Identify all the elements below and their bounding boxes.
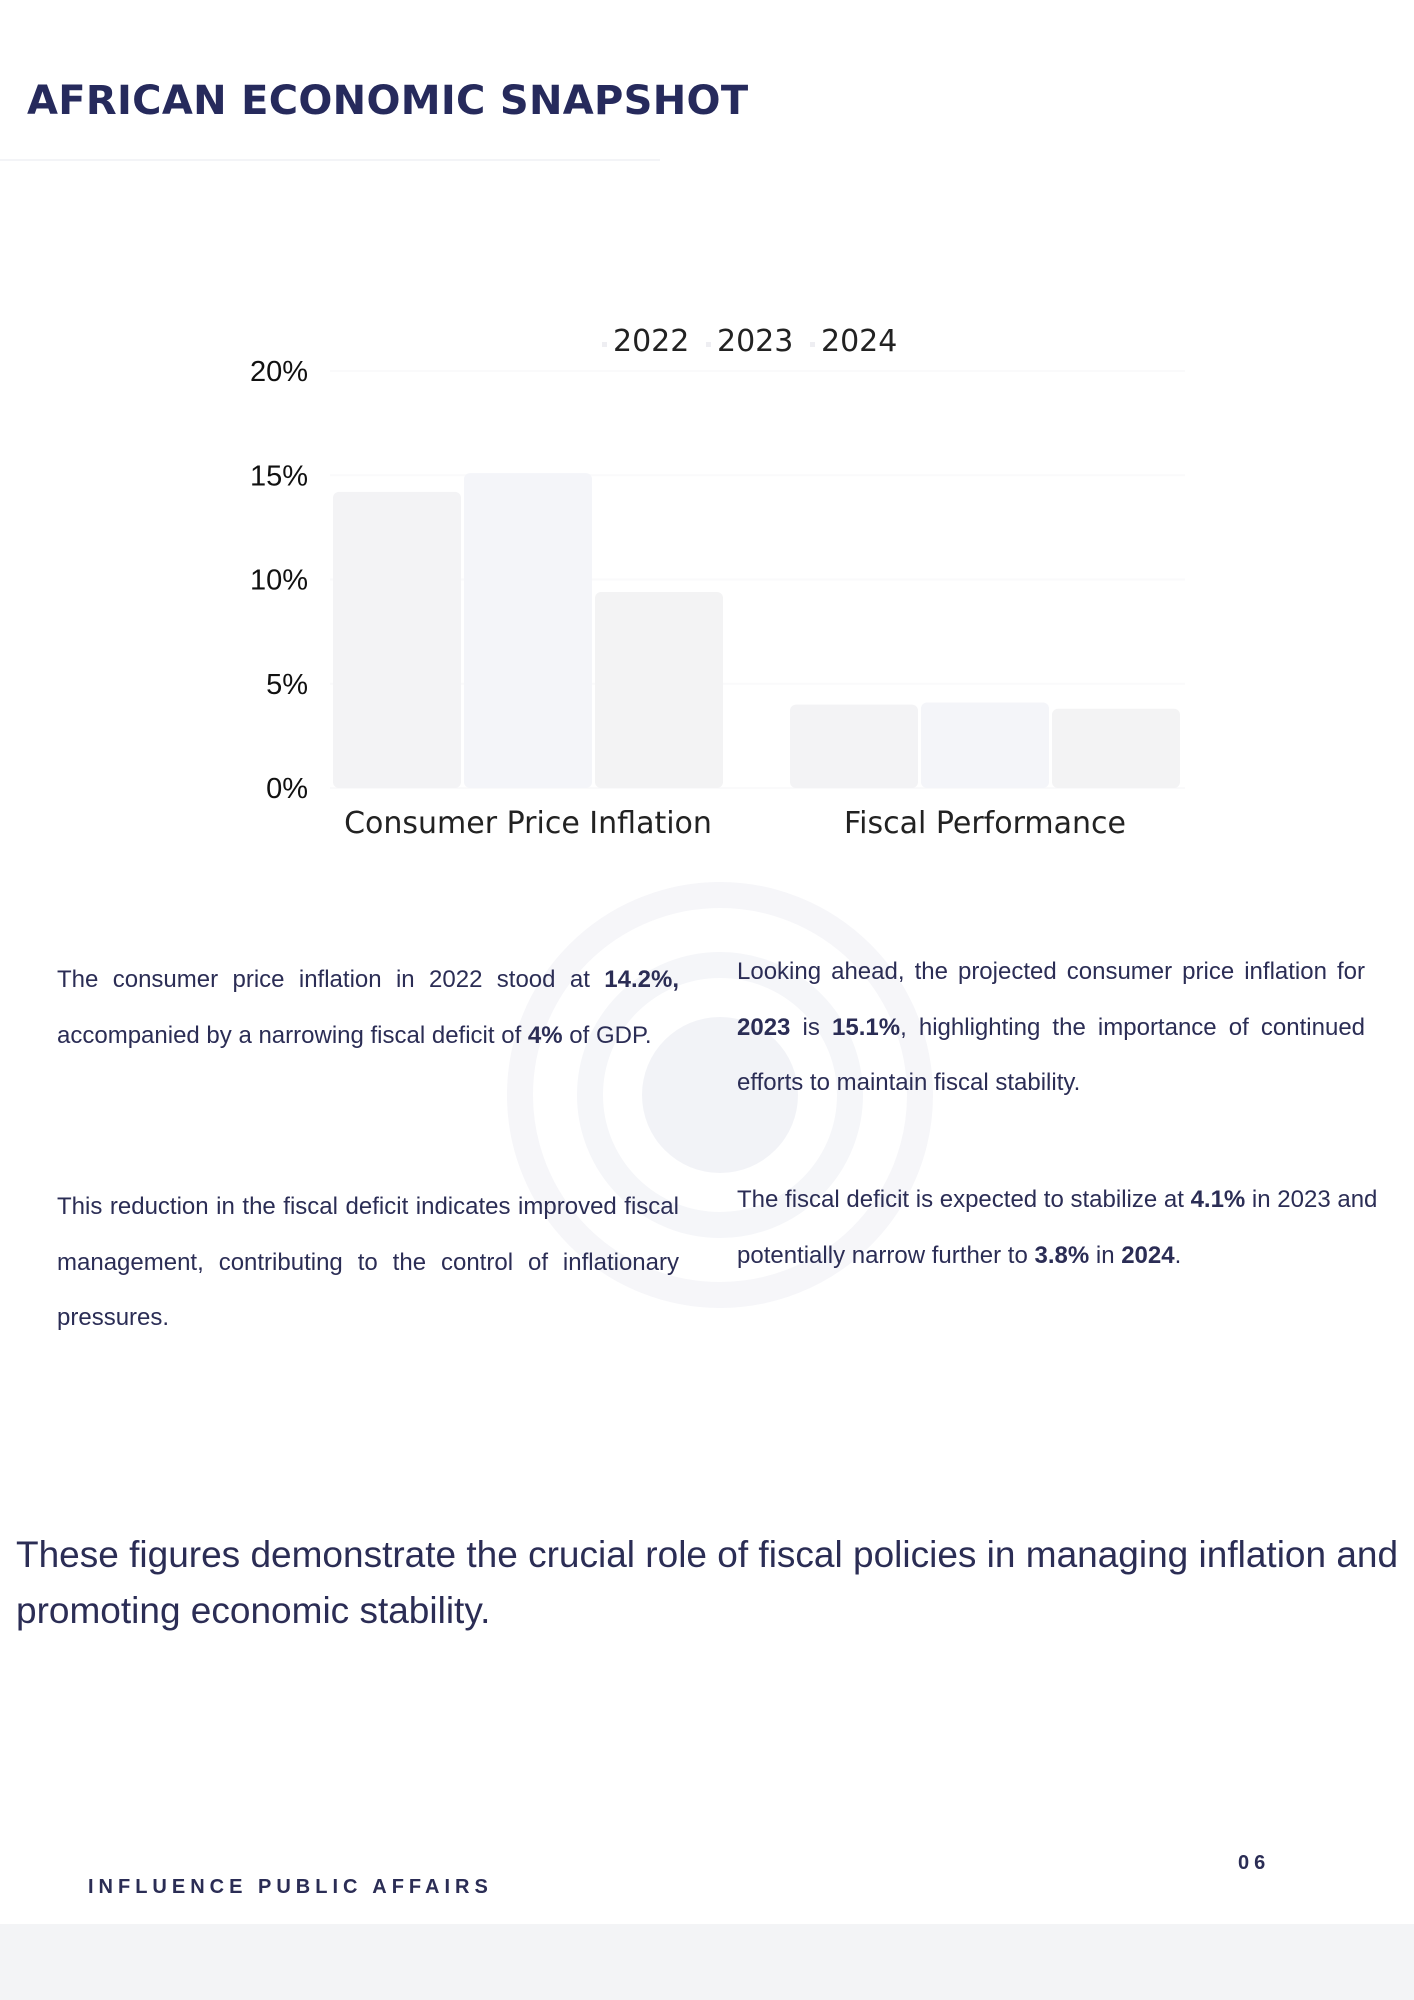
highlight: 2024 <box>1121 1241 1175 1269</box>
text: of GDP. <box>562 1021 652 1049</box>
highlight: 4.1% <box>1190 1186 1246 1213</box>
text: in <box>1089 1241 1122 1269</box>
highlight: 15.1% <box>832 1013 901 1041</box>
legend-label: 2023 <box>717 324 793 359</box>
legend-label: 2024 <box>821 324 897 359</box>
bar-2024-0 <box>595 592 723 788</box>
x-category-label: Fiscal Performance <box>844 806 1126 841</box>
watermark-logo <box>507 882 933 1308</box>
paragraph-fiscal-management: This reduction in the fiscal deficit ind… <box>57 1179 679 1346</box>
legend-swatch-2022 <box>602 342 607 347</box>
paragraph-fiscal-deficit-outlook: The fiscal deficit is expected to stabil… <box>737 1172 1407 1283</box>
highlight: 4% <box>527 1021 563 1049</box>
text: in 2023 and potentially narrow further t… <box>737 1186 1378 1269</box>
y-tick-label: 15% <box>250 460 308 492</box>
title-divider <box>0 159 660 161</box>
text: accompanied by a narrowing fiscal defici… <box>57 1021 528 1049</box>
highlight: 14.2%, <box>604 966 679 993</box>
bar-2022-0 <box>333 491 461 788</box>
y-tick-label: 20% <box>250 356 308 388</box>
bar-chart: 0% 5% 10% 15% 20% Consumer Price Inflation Fis… <box>250 324 1185 841</box>
highlight: 2023 <box>737 1013 791 1041</box>
paragraph-outlook-2023: Looking ahead, the projected consumer pr… <box>737 944 1365 1111</box>
page-number: 06 <box>1238 1852 1271 1874</box>
text: This reduction in the fiscal deficit ind… <box>57 1193 679 1331</box>
text: is <box>790 1013 832 1041</box>
bar-2023-0 <box>464 473 592 788</box>
text: , highlighting the importance of continu… <box>737 1013 1366 1097</box>
legend-swatch-2023 <box>706 342 711 347</box>
footer-brand: INFLUENCE PUBLIC AFFAIRS <box>88 1876 493 1898</box>
x-category-label: Consumer Price Inflation <box>344 806 712 841</box>
y-tick-label: 0% <box>266 773 308 805</box>
y-tick-label: 5% <box>266 669 308 701</box>
page-title: AFRICAN ECONOMIC SNAPSHOT <box>27 78 749 124</box>
bar-2023-1 <box>921 702 1049 788</box>
bar-2024-1 <box>1052 708 1180 788</box>
bar-2022-1 <box>790 704 918 788</box>
y-tick-label: 10% <box>250 565 308 597</box>
legend-swatch-2024 <box>810 342 815 347</box>
paragraph-cpi-2022: The consumer price inflation in 2022 sto… <box>57 952 679 1063</box>
legend-label: 2022 <box>613 324 689 359</box>
text: Looking ahead, the projected consumer pr… <box>737 958 1365 985</box>
highlight: 3.8% <box>1034 1241 1090 1269</box>
footer-band <box>0 1924 1414 2000</box>
text: The fiscal deficit is expected to stabil… <box>737 1186 1191 1213</box>
text: The consumer price inflation in 2022 sto… <box>57 966 605 993</box>
text: . <box>1174 1241 1182 1269</box>
closing-statement: These figures demonstrate the crucial ro… <box>16 1534 1399 1631</box>
